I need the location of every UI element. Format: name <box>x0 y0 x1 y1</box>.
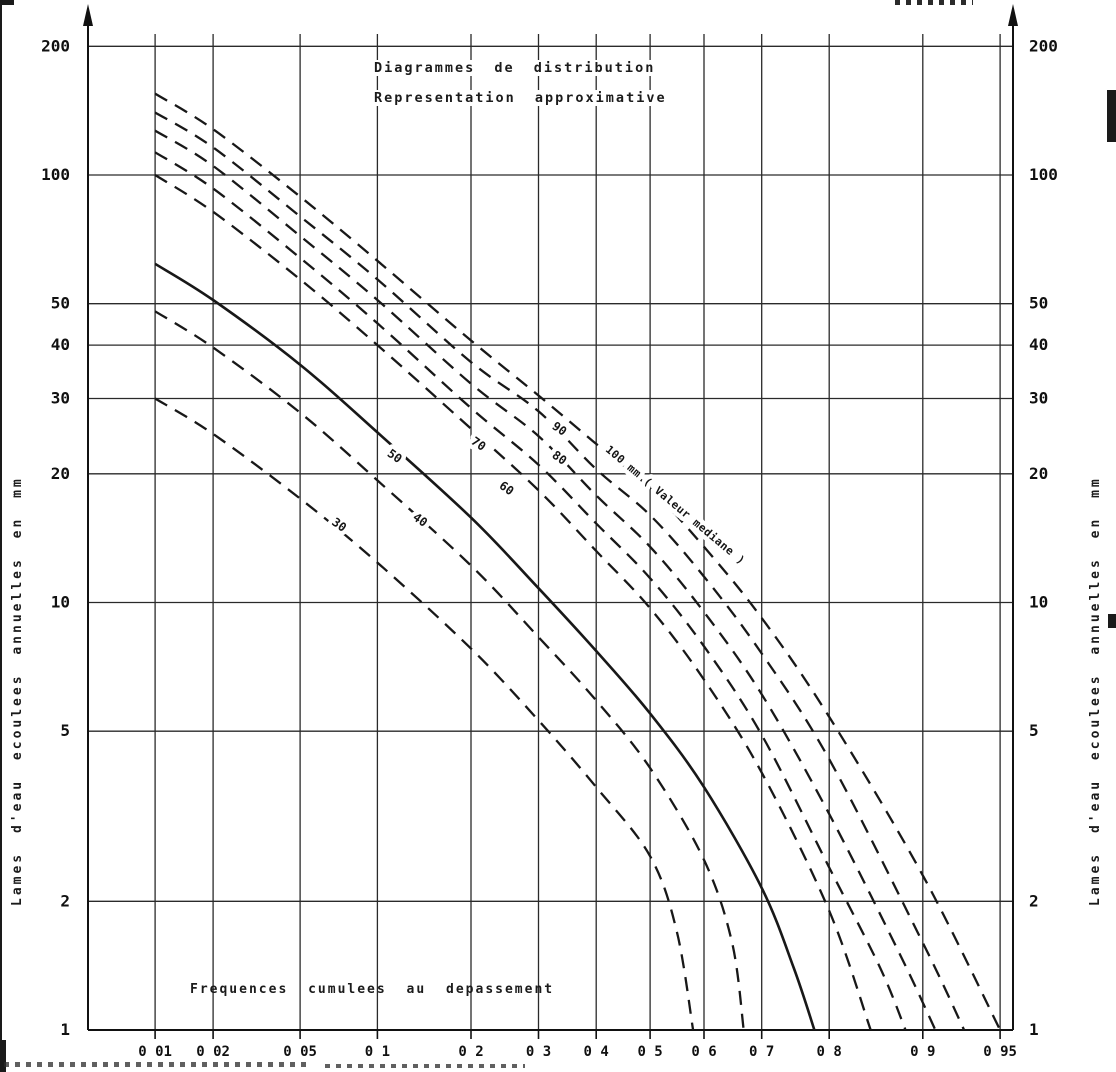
y-axis-right-line-arrow-icon <box>1008 4 1018 26</box>
scan-artifact <box>0 0 14 5</box>
x-tick-label: 0 5 <box>637 1044 662 1060</box>
chart-title: Diagrammes de distribution <box>368 60 662 76</box>
scan-artifact <box>0 0 2 1072</box>
y-tick-label-left: 2 <box>60 891 70 910</box>
y-tick-label-right: 2 <box>1029 891 1039 910</box>
curve-label-median-30: 30 <box>329 515 349 535</box>
curve-label-median-90: 90 <box>549 419 569 439</box>
scan-artifact <box>325 1064 525 1068</box>
y-tick-label-right: 40 <box>1029 335 1048 354</box>
x-tick-label: 0 01 <box>138 1044 172 1060</box>
x-tick-label: 0 95 <box>983 1044 1017 1060</box>
x-tick-label: 0 9 <box>910 1044 935 1060</box>
curve-label-median-100: 100 mm ( Valeur mediane ) <box>603 443 748 567</box>
y-tick-label-left: 20 <box>51 464 70 483</box>
scan-artifact <box>0 1040 6 1072</box>
y-tick-label-right: 5 <box>1029 721 1039 740</box>
y-tick-label-right: 1 <box>1029 1020 1039 1039</box>
curve-median-100 <box>154 92 1002 1031</box>
scan-artifact <box>1107 90 1116 142</box>
x-tick-label: 0 2 <box>458 1044 483 1060</box>
x-tick-label: 0 4 <box>584 1044 609 1060</box>
y-tick-label-left: 50 <box>51 294 70 313</box>
x-tick-label: 0 05 <box>283 1044 317 1060</box>
x-axis-label: Frequences cumulees au depassement <box>190 982 555 997</box>
curve-median-70 <box>154 151 907 1031</box>
y-tick-label-left: 5 <box>60 721 70 740</box>
x-tick-label: 0 8 <box>817 1044 842 1060</box>
y-axis-left-line-arrow-icon <box>83 4 93 26</box>
y-axis-label-left: Lames d'eau ecoulees annuelles en mm <box>10 476 25 906</box>
curve-median-90 <box>154 111 966 1031</box>
x-tick-label: 0 02 <box>196 1044 230 1060</box>
curve-median-80 <box>154 129 937 1031</box>
y-tick-label-left: 100 <box>41 165 70 184</box>
x-tick-label: 0 7 <box>749 1044 774 1060</box>
y-tick-label-left: 30 <box>51 389 70 408</box>
curve-label-median-50: 50 <box>385 446 405 466</box>
y-tick-label-right: 20 <box>1029 464 1048 483</box>
curve-label-median-60: 60 <box>497 478 517 498</box>
scan-artifact <box>4 1062 309 1067</box>
y-tick-label-right: 30 <box>1029 389 1048 408</box>
y-tick-label-right: 200 <box>1029 36 1058 55</box>
curve-median-50 <box>154 262 816 1031</box>
y-tick-label-left: 1 <box>60 1020 70 1039</box>
y-tick-label-left: 200 <box>41 36 70 55</box>
y-tick-label-left: 40 <box>51 335 70 354</box>
y-axis-label-right: Lames d'eau ecoulees annuelles en mm <box>1088 476 1103 906</box>
curve-median-30 <box>154 397 695 1031</box>
scan-artifact <box>895 0 973 5</box>
y-tick-label-left: 10 <box>51 593 70 612</box>
scan-artifact <box>1108 614 1116 628</box>
chart-subtitle: Representation approximative <box>368 90 673 106</box>
y-tick-label-right: 50 <box>1029 294 1048 313</box>
curve-median-40 <box>154 310 745 1031</box>
x-tick-label: 0 1 <box>365 1044 390 1060</box>
y-tick-label-right: 100 <box>1029 165 1058 184</box>
x-tick-label: 0 6 <box>691 1044 716 1060</box>
x-tick-label: 0 3 <box>526 1044 551 1060</box>
y-tick-label-right: 10 <box>1029 593 1048 612</box>
